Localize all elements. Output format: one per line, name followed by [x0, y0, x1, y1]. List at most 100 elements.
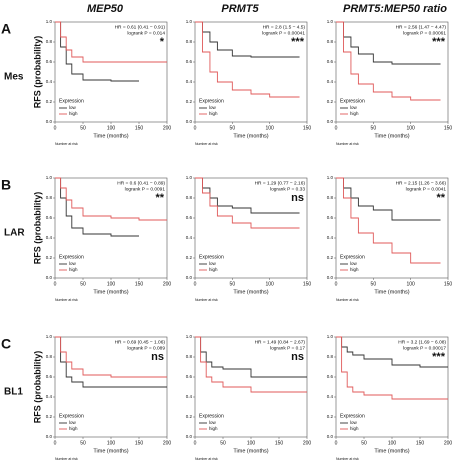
- y-tick-label: 0.0: [186, 119, 193, 124]
- y-tick-label: 0.2: [186, 414, 193, 419]
- legend-label: high: [350, 111, 359, 116]
- y-tick-label: 0.4: [327, 79, 334, 84]
- risk-label: Number at risk: [195, 142, 218, 146]
- legend-label: low: [350, 105, 358, 110]
- y-tick-label: 0.0: [186, 434, 193, 439]
- significance: **: [436, 192, 445, 204]
- x-tick-label: 50: [80, 281, 86, 287]
- y-tick-label: 0.2: [46, 255, 53, 260]
- risk-label: Number at risk: [55, 457, 78, 461]
- significance: ***: [291, 36, 305, 48]
- legend-label: low: [350, 261, 358, 266]
- legend-label: high: [350, 267, 359, 272]
- x-tick-label: 50: [371, 125, 377, 131]
- x-tick-label: 200: [163, 125, 172, 131]
- survival-curve: [195, 336, 307, 393]
- hazard-ratio: HR = 2.8 (1.5 − 4.5): [263, 24, 306, 30]
- x-axis-label: Time (months): [374, 289, 409, 295]
- x-tick-label: 50: [80, 440, 86, 446]
- legend-label: low: [209, 420, 217, 425]
- y-tick-label: 0.0: [327, 434, 334, 439]
- y-tick-label: 1.0: [186, 334, 193, 339]
- column-title: PRMT5:MEP50 ratio: [343, 3, 447, 15]
- hazard-ratio: HR = 2.15 (1.26 − 3.66): [396, 180, 447, 186]
- y-tick-label: 1.0: [46, 19, 53, 24]
- legend-label: high: [69, 267, 78, 272]
- logrank-p: logrank P = 0.0091: [125, 186, 166, 192]
- y-tick-label: 0.0: [327, 119, 334, 124]
- survival-curve: [336, 177, 441, 264]
- legend-label: low: [69, 420, 77, 425]
- logrank-p: logrank P = 0.00061: [403, 30, 446, 36]
- legend-label: high: [209, 111, 218, 116]
- x-tick-label: 0: [54, 281, 57, 287]
- x-tick-label: 200: [303, 440, 312, 446]
- y-tick-label: 0.6: [327, 59, 334, 64]
- x-tick-label: 50: [361, 440, 367, 446]
- legend-label: low: [69, 261, 77, 266]
- legend-title: Expression: [199, 98, 224, 104]
- x-tick-label: 150: [444, 281, 453, 287]
- survival-curve: [336, 21, 441, 101]
- y-tick-label: 0.2: [327, 99, 334, 104]
- survival-curve: [55, 21, 167, 63]
- significance: ns: [291, 351, 304, 363]
- x-tick-label: 0: [54, 125, 57, 131]
- risk-label: Number at risk: [336, 298, 359, 302]
- y-tick-label: 0.0: [186, 275, 193, 280]
- survival-curve: [336, 336, 448, 400]
- y-tick-label: 0.8: [186, 354, 193, 359]
- survival-curve: [195, 21, 300, 98]
- legend-title: Expression: [59, 413, 84, 419]
- significance: *: [160, 36, 165, 48]
- x-tick-label: 150: [303, 125, 312, 131]
- logrank-p: logrank P = 0.0041: [406, 186, 447, 192]
- legend-label: high: [69, 426, 78, 431]
- panel-letter: B: [1, 177, 11, 193]
- row-name: BL1: [4, 387, 23, 398]
- significance: ***: [432, 36, 446, 48]
- legend-label: high: [209, 426, 218, 431]
- y-tick-label: 0.4: [327, 394, 334, 399]
- logrank-p: logrank P = 0.089: [127, 345, 165, 351]
- legend-label: low: [350, 420, 358, 425]
- plot-frame: [335, 177, 449, 279]
- y-tick-label: 0.6: [46, 59, 53, 64]
- survival-curve: [336, 336, 448, 368]
- y-tick-label: 0.2: [186, 99, 193, 104]
- column-title: MEP50: [87, 3, 124, 15]
- hazard-ratio: HR = 0.61 (0.41 − 0.91): [115, 24, 166, 30]
- y-tick-label: 0.8: [46, 39, 53, 44]
- y-tick-label: 0.0: [46, 119, 53, 124]
- x-tick-label: 150: [416, 440, 425, 446]
- x-axis-label: Time (months): [233, 448, 268, 454]
- risk-label: Number at risk: [336, 142, 359, 146]
- y-tick-label: 0.8: [46, 354, 53, 359]
- y-tick-label: 0.8: [46, 195, 53, 200]
- y-tick-label: 1.0: [186, 19, 193, 24]
- x-tick-label: 50: [80, 125, 86, 131]
- x-tick-label: 100: [107, 125, 116, 131]
- x-tick-label: 100: [265, 125, 274, 131]
- x-tick-label: 150: [303, 281, 312, 287]
- x-axis-label: Time (months): [233, 133, 268, 139]
- logrank-p: logrank P = 0.33: [270, 186, 305, 192]
- x-tick-label: 150: [275, 440, 284, 446]
- legend-label: low: [209, 105, 217, 110]
- y-tick-label: 1.0: [186, 175, 193, 180]
- significance: ns: [151, 351, 164, 363]
- survival-curve: [55, 336, 167, 378]
- x-tick-label: 150: [135, 125, 144, 131]
- y-tick-label: 0.6: [46, 215, 53, 220]
- y-tick-label: 0.8: [327, 354, 334, 359]
- x-tick-label: 50: [230, 125, 236, 131]
- x-tick-label: 150: [444, 125, 453, 131]
- y-tick-label: 0.8: [186, 195, 193, 200]
- row-name: Mes: [4, 72, 24, 83]
- survival-curve: [55, 336, 167, 388]
- y-tick-label: 0.4: [186, 394, 193, 399]
- logrank-p: logrank P = 0.17: [270, 345, 305, 351]
- y-axis-label: RFS (probability): [32, 351, 42, 424]
- y-tick-label: 1.0: [327, 19, 334, 24]
- y-tick-label: 0.8: [186, 39, 193, 44]
